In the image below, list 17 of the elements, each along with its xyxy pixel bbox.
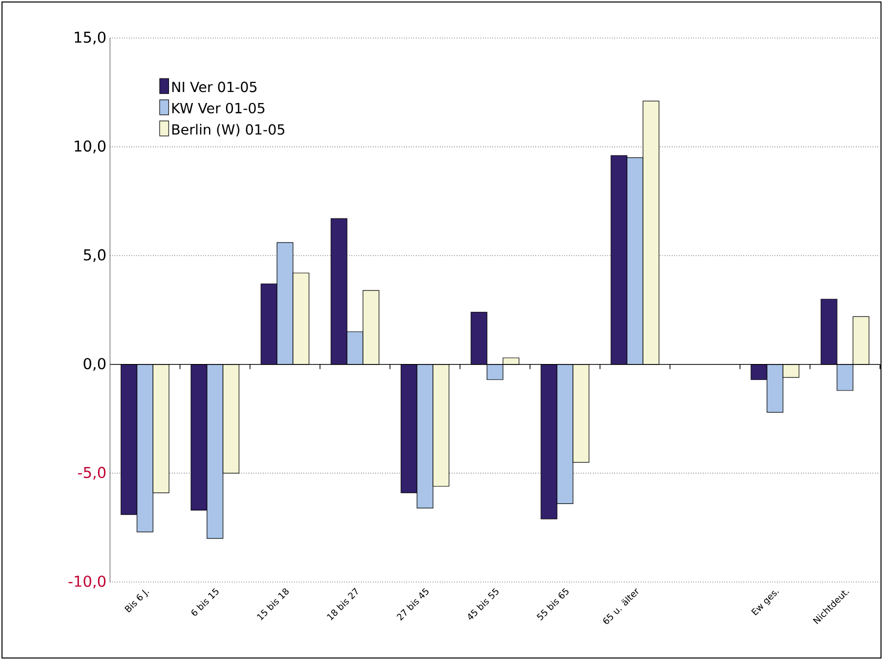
y-tick-label: -5,0 [78,466,106,480]
legend-label: Berlin (W) 01-05 [172,124,284,136]
y-tick-label: 0,0 [84,358,106,371]
x-tick-label: 6 bis 15 [191,588,218,616]
x-tick-label: 45 bis 55 [468,588,498,620]
y-tick-label: 15,0 [74,32,106,44]
x-tick-label: 27 bis 45 [396,588,428,621]
y-tick-label: 10,0 [74,140,106,154]
y-tick-label: 5,0 [84,249,106,262]
x-tick-label: 15 bis 18 [256,588,289,620]
x-tick-label: Ew ges. [751,590,779,616]
x-tick-label: 55 bis 65 [536,588,568,620]
x-tick-label: Bis 6 J. [124,590,150,613]
x-tick-label: 18 bis 27 [326,588,358,620]
legend-label: NI Ver 01-05 [172,82,256,92]
y-tick-label: -10,0 [68,576,106,588]
legend-label: KW Ver 01-05 [172,102,264,114]
